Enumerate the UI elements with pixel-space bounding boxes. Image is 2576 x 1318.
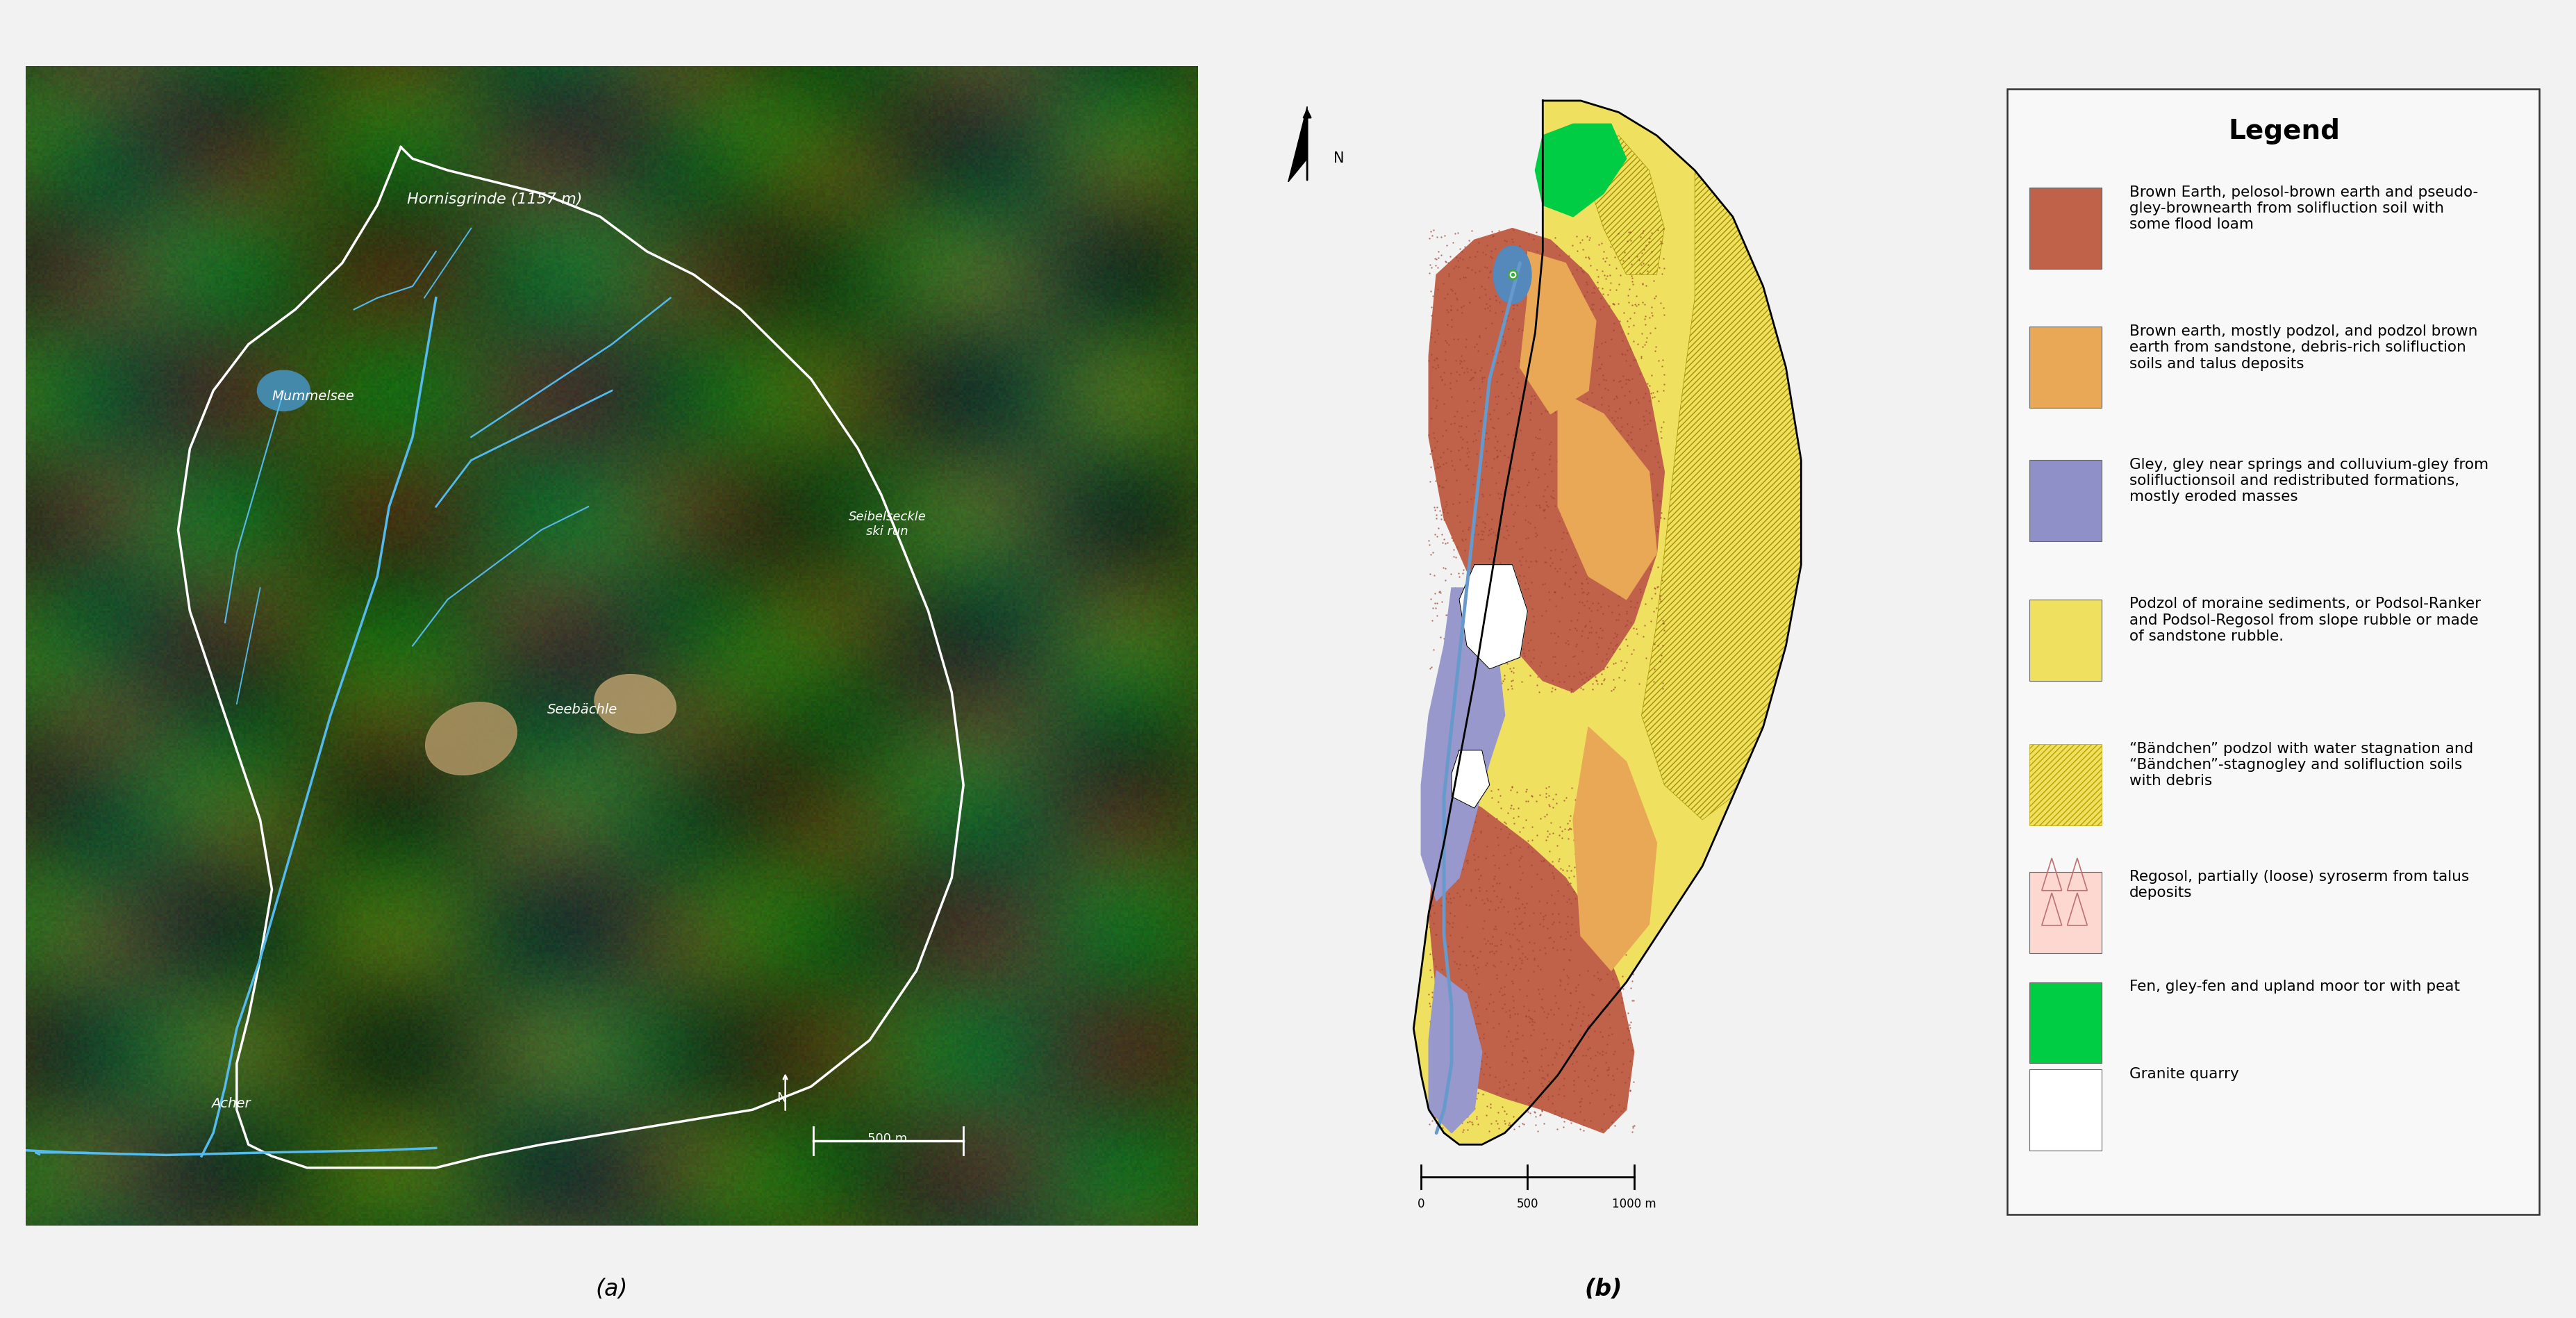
Text: 500 m: 500 m (868, 1132, 907, 1145)
Text: Hornisgrinde (1157 m): Hornisgrinde (1157 m) (407, 192, 582, 206)
Polygon shape (1458, 564, 1528, 670)
Text: 0: 0 (1417, 1198, 1425, 1210)
Text: “Bändchen” podzol with water stagnation and
“Bändchen”-stagnogley and soliflucti: “Bändchen” podzol with water stagnation … (2130, 742, 2473, 788)
Polygon shape (1430, 970, 1481, 1133)
Ellipse shape (595, 675, 675, 733)
Polygon shape (1641, 170, 1801, 820)
Text: N: N (1334, 152, 1345, 166)
Polygon shape (1589, 136, 1664, 274)
Ellipse shape (425, 702, 518, 775)
FancyBboxPatch shape (2030, 982, 2102, 1064)
Text: N: N (778, 1091, 786, 1104)
FancyBboxPatch shape (2030, 327, 2102, 409)
Polygon shape (1453, 750, 1489, 808)
Text: 1000 m: 1000 m (1613, 1198, 1656, 1210)
Polygon shape (1430, 786, 1633, 1133)
Text: 500: 500 (1517, 1198, 1538, 1210)
FancyBboxPatch shape (2030, 745, 2102, 825)
Polygon shape (1520, 252, 1597, 414)
Ellipse shape (258, 370, 309, 411)
FancyBboxPatch shape (2030, 460, 2102, 542)
Text: Fen, gley-fen and upland moor tor with peat: Fen, gley-fen and upland moor tor with p… (2130, 979, 2460, 994)
Polygon shape (1288, 107, 1306, 182)
FancyBboxPatch shape (2030, 1069, 2102, 1151)
Text: Podzol of moraine sediments, or Podsol-Ranker
and Podsol-Regosol from slope rubb: Podzol of moraine sediments, or Podsol-R… (2130, 597, 2481, 643)
Polygon shape (1641, 170, 1801, 820)
Text: Regosol, partially (loose) syroserm from talus
deposits: Regosol, partially (loose) syroserm from… (2130, 870, 2468, 900)
Circle shape (1494, 245, 1530, 303)
Polygon shape (1574, 728, 1656, 970)
Polygon shape (1414, 100, 1801, 1144)
Polygon shape (1535, 124, 1625, 216)
FancyBboxPatch shape (2007, 90, 2540, 1214)
FancyBboxPatch shape (2030, 600, 2102, 680)
FancyBboxPatch shape (2030, 187, 2102, 269)
Text: (a): (a) (595, 1278, 629, 1301)
Polygon shape (1430, 228, 1664, 692)
Text: Granite quarry: Granite quarry (2130, 1066, 2239, 1081)
Polygon shape (1422, 588, 1504, 902)
Polygon shape (1558, 390, 1656, 600)
Text: Seebächle: Seebächle (546, 702, 618, 716)
Text: Mummelsee: Mummelsee (270, 390, 353, 403)
Text: Seibelseckle
ski run: Seibelseckle ski run (848, 510, 927, 538)
Text: Legend: Legend (2228, 119, 2342, 145)
Text: Brown Earth, pelosol-brown earth and pseudo-
gley-brownearth from solifluction s: Brown Earth, pelosol-brown earth and pse… (2130, 186, 2478, 232)
Text: Brown earth, mostly podzol, and podzol brown
earth from sandstone, debris-rich s: Brown earth, mostly podzol, and podzol b… (2130, 324, 2478, 370)
Text: Acher: Acher (211, 1098, 250, 1111)
Text: Gley, gley near springs and colluvium-gley from
solifluctionsoil and redistribut: Gley, gley near springs and colluvium-gl… (2130, 457, 2488, 503)
FancyBboxPatch shape (2030, 873, 2102, 953)
Text: (b): (b) (1584, 1278, 1623, 1301)
